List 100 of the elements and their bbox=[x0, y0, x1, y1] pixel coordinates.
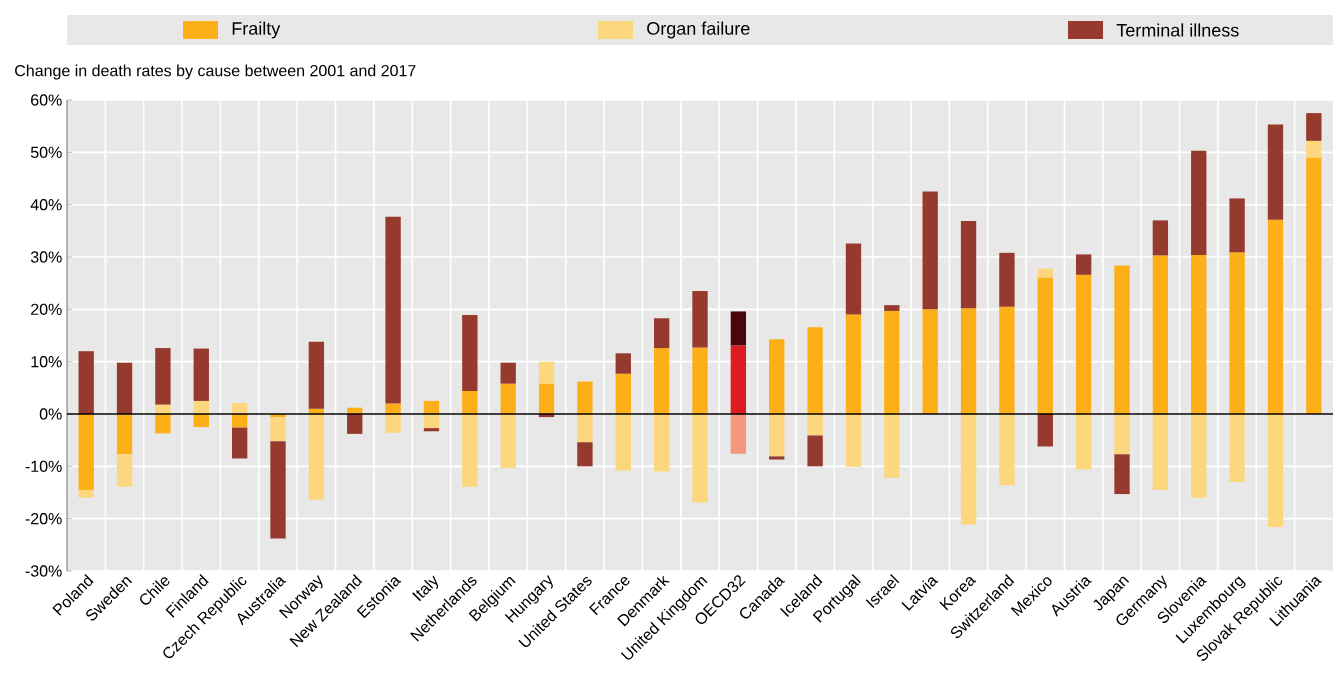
bar bbox=[577, 414, 593, 443]
bar bbox=[1191, 150, 1207, 255]
bar bbox=[807, 435, 823, 467]
bar bbox=[1152, 255, 1169, 414]
bar bbox=[347, 414, 363, 434]
bar bbox=[193, 414, 209, 428]
bar bbox=[500, 414, 516, 468]
bar bbox=[960, 220, 977, 309]
bar bbox=[385, 216, 401, 404]
bar bbox=[1114, 265, 1130, 414]
y-tick-label: -20% bbox=[25, 513, 62, 525]
bar bbox=[845, 243, 862, 315]
bar bbox=[78, 414, 94, 490]
bar bbox=[615, 353, 631, 374]
bar bbox=[884, 310, 900, 414]
bar bbox=[155, 348, 171, 405]
bar bbox=[615, 414, 631, 471]
bar bbox=[308, 341, 325, 409]
y-tick-label: 60% bbox=[31, 94, 62, 106]
bar bbox=[960, 308, 977, 414]
bar bbox=[231, 414, 248, 428]
bar bbox=[193, 348, 209, 401]
y-tick-label: 0% bbox=[39, 408, 62, 420]
bar bbox=[462, 390, 478, 414]
bar bbox=[653, 318, 670, 349]
bar bbox=[231, 427, 248, 459]
bar bbox=[1306, 140, 1322, 158]
bar bbox=[1037, 414, 1053, 447]
bar bbox=[1191, 414, 1207, 498]
bar bbox=[845, 314, 862, 414]
bar bbox=[500, 383, 516, 414]
y-tick-label: 50% bbox=[30, 146, 62, 158]
bar bbox=[1075, 414, 1092, 470]
bar bbox=[1152, 220, 1169, 256]
bar bbox=[1114, 414, 1130, 455]
legend-label: Organ failure bbox=[647, 21, 750, 39]
bar bbox=[270, 441, 286, 539]
bar bbox=[845, 414, 862, 467]
bar bbox=[922, 309, 938, 414]
bar bbox=[538, 361, 555, 384]
bar bbox=[730, 311, 747, 346]
bar bbox=[1037, 277, 1053, 414]
bar bbox=[730, 414, 747, 454]
bar bbox=[1152, 414, 1169, 490]
bar bbox=[1306, 157, 1322, 414]
bar bbox=[116, 414, 133, 455]
bar bbox=[423, 400, 440, 414]
bar bbox=[692, 414, 708, 503]
bar bbox=[385, 414, 401, 433]
bar bbox=[807, 414, 823, 436]
bar bbox=[116, 362, 133, 414]
bar bbox=[462, 414, 478, 487]
bar bbox=[999, 252, 1015, 307]
bar bbox=[884, 414, 900, 478]
y-tick-label: 30% bbox=[30, 251, 62, 263]
bar bbox=[577, 442, 593, 467]
legend-label: Frailty bbox=[232, 21, 281, 39]
bar bbox=[807, 327, 823, 414]
bar bbox=[692, 347, 708, 414]
y-tick-label: -10% bbox=[25, 460, 62, 472]
legend-label: Terminal illness bbox=[1116, 23, 1239, 37]
bar bbox=[1229, 414, 1245, 483]
bar bbox=[1075, 274, 1092, 414]
bar bbox=[999, 306, 1015, 414]
y-tick-label: 20% bbox=[31, 303, 62, 315]
bar bbox=[1267, 414, 1284, 528]
bar bbox=[500, 362, 516, 384]
bar bbox=[270, 417, 286, 442]
bar bbox=[730, 345, 747, 414]
bar bbox=[1267, 219, 1284, 414]
bar bbox=[999, 414, 1015, 486]
bar bbox=[884, 305, 900, 311]
bar bbox=[78, 489, 94, 498]
bar bbox=[423, 414, 440, 429]
bar bbox=[615, 373, 631, 414]
bar bbox=[1229, 198, 1245, 253]
bar bbox=[1191, 254, 1207, 414]
bar bbox=[193, 400, 209, 414]
bar bbox=[692, 291, 708, 348]
bar bbox=[577, 381, 593, 414]
y-axis-title: Change in death rates by cause between 2001 and 2017 bbox=[15, 64, 416, 80]
bar bbox=[769, 414, 785, 457]
y-tick-label: 10% bbox=[31, 356, 62, 368]
bar bbox=[462, 315, 478, 391]
bar bbox=[769, 339, 785, 414]
bar bbox=[769, 456, 785, 460]
bar bbox=[922, 191, 938, 310]
bar bbox=[1075, 254, 1092, 275]
bar bbox=[1267, 124, 1284, 220]
bar bbox=[423, 428, 440, 432]
bar bbox=[960, 414, 977, 525]
bar bbox=[155, 414, 171, 434]
bar bbox=[78, 351, 94, 414]
bar bbox=[1306, 113, 1322, 141]
bar bbox=[653, 414, 670, 472]
bar bbox=[116, 454, 133, 487]
bar bbox=[308, 414, 325, 500]
bar bbox=[1229, 252, 1245, 414]
bar bbox=[1114, 454, 1130, 495]
y-tick-label: 40% bbox=[30, 199, 62, 211]
